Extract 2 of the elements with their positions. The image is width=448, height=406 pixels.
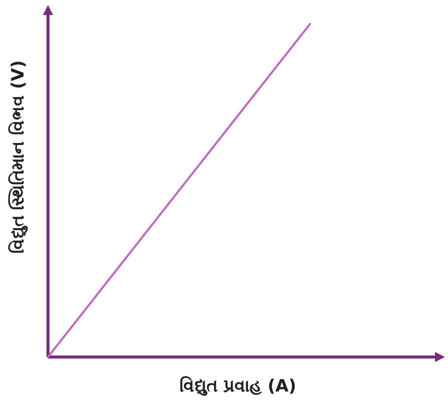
x-axis-title: વિદ્યુત પ્રવાહ (A) (180, 375, 296, 396)
y-axis-title: વિદ્યુત સ્થિતિમાન વિભવ (V) (7, 60, 28, 254)
